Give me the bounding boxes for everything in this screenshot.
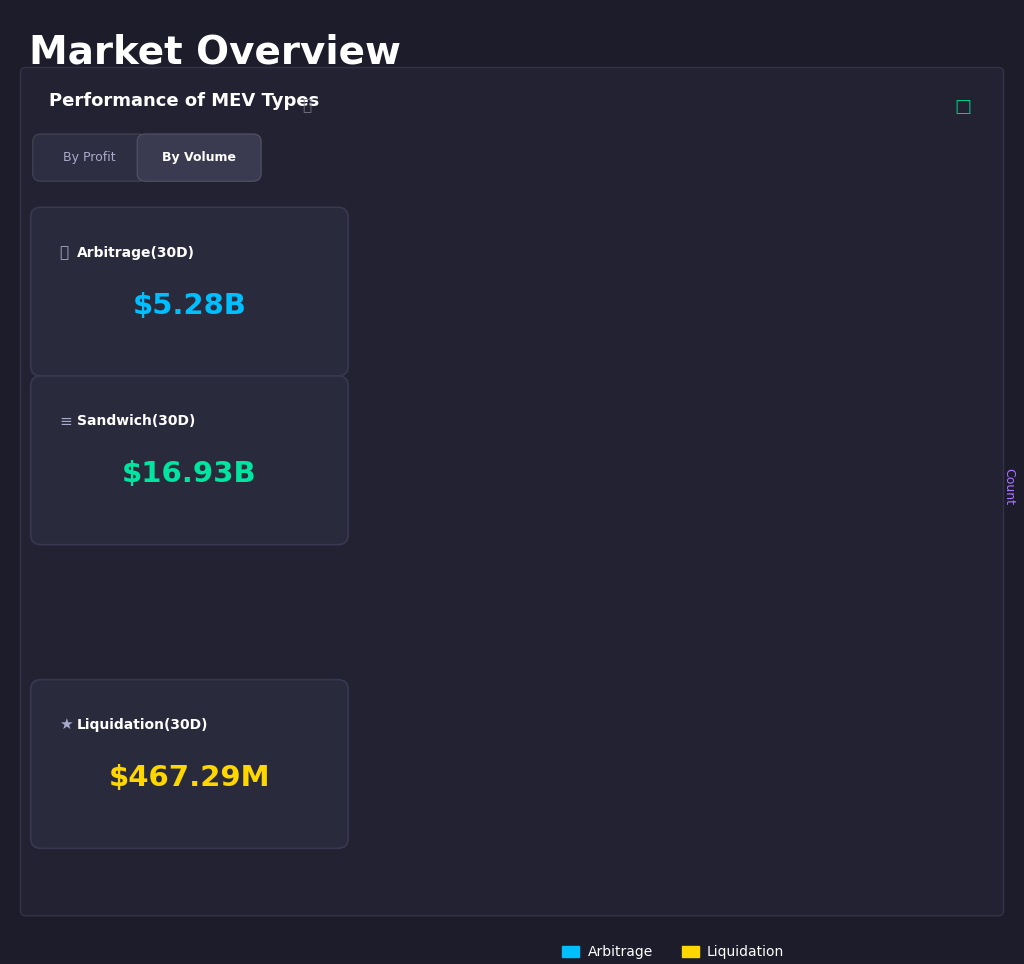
Bar (461, 731, 475, 741)
Bar (909, 741, 923, 748)
Bar (517, 753, 530, 760)
Bar (610, 694, 624, 708)
Bar (798, 717, 811, 728)
Bar (536, 660, 549, 795)
Text: $467.29M: $467.29M (109, 763, 270, 792)
Text: $5.28B: $5.28B (132, 291, 247, 320)
Bar (778, 736, 792, 795)
Bar (442, 760, 456, 795)
Text: Arbitrage(30D): Arbitrage(30D) (77, 246, 195, 259)
Bar (499, 749, 512, 756)
Bar (891, 743, 904, 795)
Bar (406, 762, 419, 795)
Text: ⓘ: ⓘ (302, 98, 311, 114)
Bar (835, 731, 848, 739)
Bar (909, 748, 923, 795)
Text: □: □ (954, 98, 971, 117)
Text: By Volume: By Volume (162, 150, 236, 164)
Bar (648, 681, 662, 697)
Bar (536, 643, 549, 660)
Text: Ⓢ: Ⓢ (59, 245, 69, 260)
Bar (835, 739, 848, 795)
Bar (629, 700, 643, 795)
Bar (573, 750, 587, 795)
Bar (946, 776, 959, 780)
Text: $16.93B: $16.93B (122, 460, 257, 489)
Text: Liquidation(30D): Liquidation(30D) (77, 718, 208, 732)
Bar (480, 741, 494, 750)
Bar (499, 756, 512, 795)
Bar (928, 763, 941, 795)
Bar (592, 735, 605, 746)
Bar (723, 692, 736, 706)
Bar (555, 746, 568, 795)
Bar (573, 741, 587, 750)
Legend: Arbitrage, Sandwich, Liquidation, Count: Arbitrage, Sandwich, Liquidation, Count (557, 940, 790, 964)
Bar (816, 717, 829, 728)
Bar (667, 694, 680, 795)
Bar (387, 766, 400, 770)
Bar (610, 708, 624, 795)
Bar (853, 733, 866, 795)
Bar (648, 697, 662, 795)
Bar (946, 780, 959, 795)
Bar (629, 684, 643, 700)
Bar (760, 746, 773, 753)
Bar (592, 746, 605, 795)
Bar (424, 743, 437, 753)
Bar (871, 728, 886, 736)
Y-axis label: Count: Count (1002, 469, 1016, 505)
Text: By Profit: By Profit (62, 150, 116, 164)
Bar (387, 770, 400, 795)
Bar (741, 719, 755, 731)
Bar (461, 741, 475, 795)
Bar (703, 700, 718, 795)
Bar (685, 363, 698, 795)
Bar (816, 728, 829, 795)
Text: ≡: ≡ (59, 414, 72, 429)
Text: Sandwich(30D): Sandwich(30D) (77, 415, 196, 428)
Text: Market Overview: Market Overview (29, 34, 400, 71)
Bar (442, 753, 456, 760)
Bar (891, 735, 904, 743)
Circle shape (557, 474, 627, 549)
Bar (723, 706, 736, 795)
Bar (703, 684, 718, 700)
Bar (778, 728, 792, 736)
Bar (853, 721, 866, 733)
Bar (685, 220, 698, 240)
Bar (667, 677, 680, 694)
Bar (798, 728, 811, 795)
Bar (517, 760, 530, 795)
Bar (555, 735, 568, 746)
Bar (424, 753, 437, 795)
Bar (480, 750, 494, 795)
Bar (928, 760, 941, 763)
Bar (760, 753, 773, 795)
Bar (871, 736, 886, 795)
Bar (741, 731, 755, 795)
Text: EigenPhi: EigenPhi (615, 499, 731, 523)
Text: Performance of MEV Types: Performance of MEV Types (49, 92, 319, 110)
Text: ★: ★ (59, 717, 73, 733)
Bar (685, 240, 698, 363)
Y-axis label: Volume($): Volume($) (340, 455, 353, 519)
Bar (406, 755, 419, 762)
